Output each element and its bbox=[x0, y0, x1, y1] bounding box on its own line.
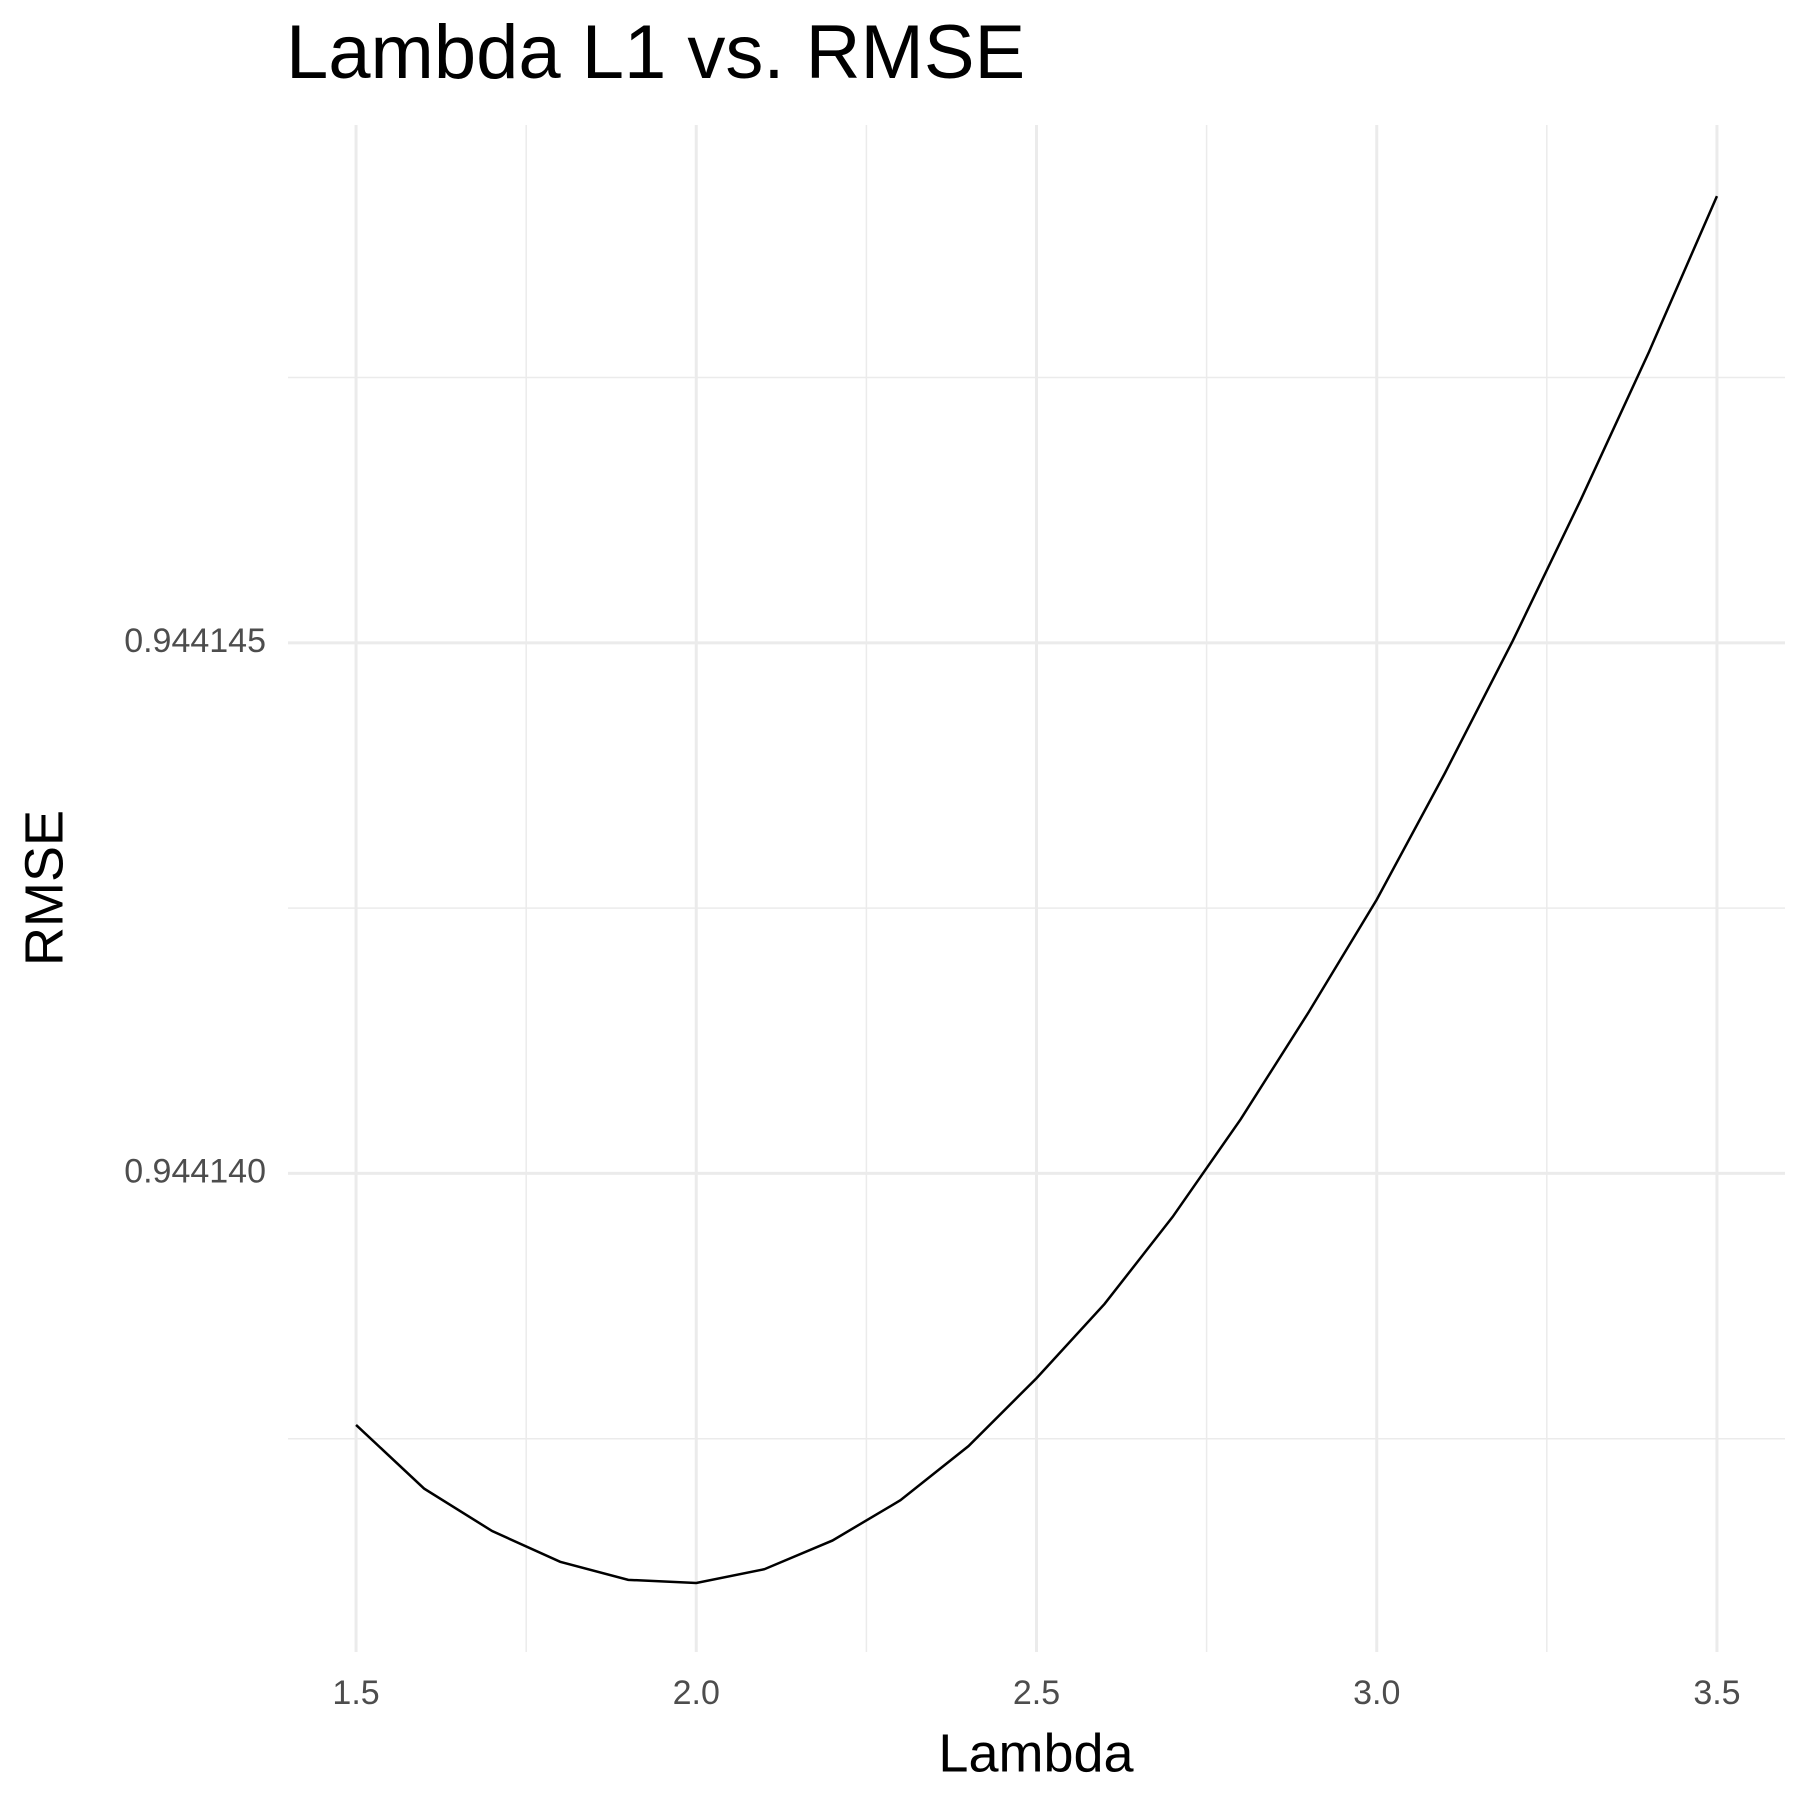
x-axis-title: Lambda bbox=[938, 1723, 1134, 1783]
y-tick-label: 0.944145 bbox=[124, 622, 266, 660]
y-axis-title: RMSE bbox=[14, 810, 74, 966]
x-tick-label: 1.5 bbox=[332, 1674, 379, 1712]
x-tick-label: 2.5 bbox=[1013, 1674, 1060, 1712]
y-tick-label: 0.944140 bbox=[124, 1152, 266, 1190]
x-tick-label: 2.0 bbox=[673, 1674, 720, 1712]
chart-title: Lambda L1 vs. RMSE bbox=[286, 10, 1025, 95]
x-tick-label: 3.5 bbox=[1693, 1674, 1740, 1712]
line bbox=[355, 195, 1719, 1585]
x-tick-label: 3.0 bbox=[1353, 1674, 1400, 1712]
